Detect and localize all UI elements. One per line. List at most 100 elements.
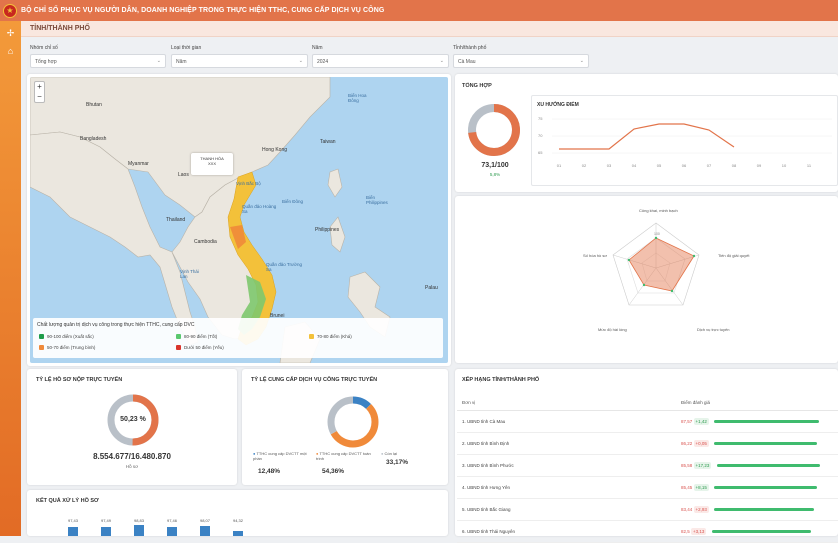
- collapse-menu-icon[interactable]: ✢: [6, 28, 15, 38]
- map-label: Quần đảo Trường Sa: [266, 262, 302, 272]
- popup-title: THANH HÓA: [200, 156, 224, 161]
- trend-x-tick: 04: [631, 163, 637, 168]
- rank-delta: +8,15: [693, 483, 709, 491]
- trend-x-tick: 06: [681, 163, 687, 168]
- bar-label: 98,83: [133, 518, 144, 523]
- trend-ytick: 65: [538, 150, 543, 155]
- legend-item: 90-100 điểm (Xuất sắc): [39, 334, 94, 339]
- radar-label-left: Số hóa hồ sơ: [583, 253, 607, 258]
- filter-label-province: Tỉnh/thành phố: [453, 45, 487, 51]
- zoom-in-button[interactable]: +: [37, 82, 42, 91]
- rank-progress-bar: [714, 419, 820, 423]
- table-row[interactable]: 1. UBND tỉnh Cà Mau 87,57 +1,42: [457, 410, 838, 433]
- online-submit-donut: [107, 394, 159, 446]
- emblem-logo: ★: [3, 3, 17, 18]
- table-row[interactable]: 4. UBND tỉnh Hưng Yên 85,45 +8,15: [457, 476, 838, 499]
- ranking-title: XẾP HẠNG TỈNH/THÀNH PHỐ: [462, 377, 540, 383]
- rank-progress-bar: [714, 485, 818, 489]
- rank-unit: 3. UBND tỉnh Bình Phước: [457, 454, 681, 477]
- summary-change: 5,8%: [489, 172, 501, 177]
- filter-select-province[interactable]: Cà Mau ⌄: [453, 54, 589, 68]
- rank-delta: +0,05: [693, 439, 709, 447]
- trend-x-tick: 09: [756, 163, 762, 168]
- table-row[interactable]: 5. UBND tỉnh Bắc Giang 83,44 +2,93: [457, 498, 838, 521]
- trend-ytick: 75: [538, 116, 543, 121]
- radar-shape: [628, 237, 695, 292]
- rank-score-cell: 83,44 +2,93: [681, 498, 838, 521]
- map-label: Cambodia: [194, 239, 217, 245]
- app-title: BỘ CHỈ SỐ PHỤC VỤ NGƯỜI DÂN, DOANH NGHIỆ…: [21, 7, 385, 14]
- map-label: Vịnh Bắc Bộ: [236, 181, 261, 186]
- rank-delta: +17,23: [693, 461, 712, 469]
- trend-x-tick: 11: [806, 163, 812, 168]
- rank-progress-bar: [714, 507, 815, 511]
- filter-select-group[interactable]: Tổng hợp ⌄: [30, 54, 166, 68]
- map-label: Thailand: [166, 217, 186, 223]
- rank-score: 86,22: [681, 440, 693, 446]
- legend-item: Dưới 50 điểm (Yếu): [176, 345, 224, 350]
- trend-x-tick: 05: [656, 163, 662, 168]
- service-value-partial: 12,48%: [258, 468, 281, 475]
- radar-label-top: Công khai, minh bạch: [639, 208, 678, 213]
- service-donut-segment: [327, 396, 379, 448]
- trend-line: [559, 123, 735, 150]
- chevron-down-icon: ⌄: [298, 58, 303, 64]
- map-label: Laos: [178, 172, 189, 178]
- service-legend-full: ● TTHC cung cấp DVCTT toàn trình: [316, 451, 371, 461]
- section-header: TỈNH/THÀNH PHỐ: [21, 21, 838, 37]
- map-view[interactable]: + − Bhutan Bangladesh Myanmar Laos Thail…: [30, 77, 448, 363]
- col-unit: Đơn vị: [457, 396, 681, 411]
- rank-delta: +2,93: [693, 505, 709, 513]
- sidebar: ✢ ⌂: [0, 21, 21, 536]
- rank-score-cell: 87,57 +1,42: [681, 410, 838, 433]
- rank-progress-bar: [716, 463, 820, 467]
- trend-x-axis: 01 02 03 04 05 06 07 08 09 10 11: [552, 163, 832, 169]
- table-row[interactable]: 6. UBND tỉnh Thái Nguyên 82,5 +3,13: [457, 520, 838, 543]
- trend-title: XU HƯỚNG ĐIỂM: [537, 102, 579, 108]
- filter-label-time-type: Loại thời gian: [171, 45, 202, 51]
- radar-label-right: Tiến độ giải quyết: [718, 253, 750, 258]
- summary-gauge: [468, 104, 520, 156]
- online-submit-percent: 50,23 %: [120, 416, 146, 423]
- rank-score-cell: 85,58 +17,23: [681, 454, 838, 477]
- home-icon[interactable]: ⌂: [7, 46, 14, 56]
- rank-score: 83,44: [681, 506, 693, 512]
- online-submit-card: TỶ LỆ HỒ SƠ NỘP TRỰC TUYẾN: [27, 369, 237, 485]
- radar-label-bottom-right: Dịch vụ trực tuyến: [697, 327, 730, 332]
- online-submit-unit: Hồ sơ: [125, 464, 139, 469]
- table-row[interactable]: 3. UBND tỉnh Bình Phước 85,58 +17,23: [457, 454, 838, 477]
- map-label: Biển Đông: [282, 199, 304, 204]
- chevron-down-icon: ⌄: [156, 58, 161, 64]
- online-service-title: TỶ LỆ CUNG CẤP DỊCH VỤ CÔNG TRỰC TUYẾN: [251, 377, 378, 383]
- map-label: Taiwan: [320, 139, 336, 145]
- popup-value: XXX: [207, 161, 216, 166]
- radar-label-bottom-left: Mức độ hài lòng: [598, 327, 627, 332]
- legend-title: Chất lượng quản trị dịch vụ công trong t…: [37, 322, 195, 328]
- map-label: Biển Hoa Đông: [348, 93, 367, 103]
- zoom-out-button[interactable]: −: [37, 92, 42, 101]
- rank-unit: 1. UBND tỉnh Cà Mau: [457, 410, 681, 433]
- filter-select-time-type[interactable]: Năm ⌄: [171, 54, 308, 68]
- map-label: Philippines: [315, 227, 340, 233]
- trend-panel: XU HƯỚNG ĐIỂM 75 70 65 01 02 03 04 05 06 07 08 0…: [531, 95, 838, 186]
- chevron-down-icon: ⌄: [439, 58, 444, 64]
- filter-select-year[interactable]: 2024 ⌄: [312, 54, 449, 68]
- trend-x-tick: 02: [581, 163, 587, 168]
- legend-item: 50-70 điểm (Trung bình): [39, 345, 95, 350]
- result-bar: [68, 527, 78, 536]
- map-label: Bhutan: [86, 102, 102, 108]
- online-submit-title: TỶ LỆ HỒ SƠ NỘP TRỰC TUYẾN: [36, 377, 123, 383]
- map-label: Myanmar: [128, 161, 149, 167]
- result-bar: [233, 531, 243, 536]
- rank-progress-bar: [711, 529, 811, 533]
- rank-score-cell: 86,22 +0,05: [681, 432, 838, 455]
- rank-score-cell: 85,45 +8,15: [681, 476, 838, 499]
- service-legend-rest: ● Còn lại: [381, 451, 397, 456]
- bar-label: 94,32: [232, 518, 243, 523]
- col-score: Điểm đánh giá: [681, 396, 838, 411]
- map-label: Brunei: [270, 313, 285, 319]
- trend-ytick: 70: [538, 133, 543, 138]
- table-row[interactable]: 2. UBND tỉnh Bình Định 86,22 +0,05: [457, 432, 838, 455]
- trend-x-tick: 10: [781, 163, 787, 168]
- map-legend: Chất lượng quản trị dịch vụ công trong t…: [33, 318, 443, 358]
